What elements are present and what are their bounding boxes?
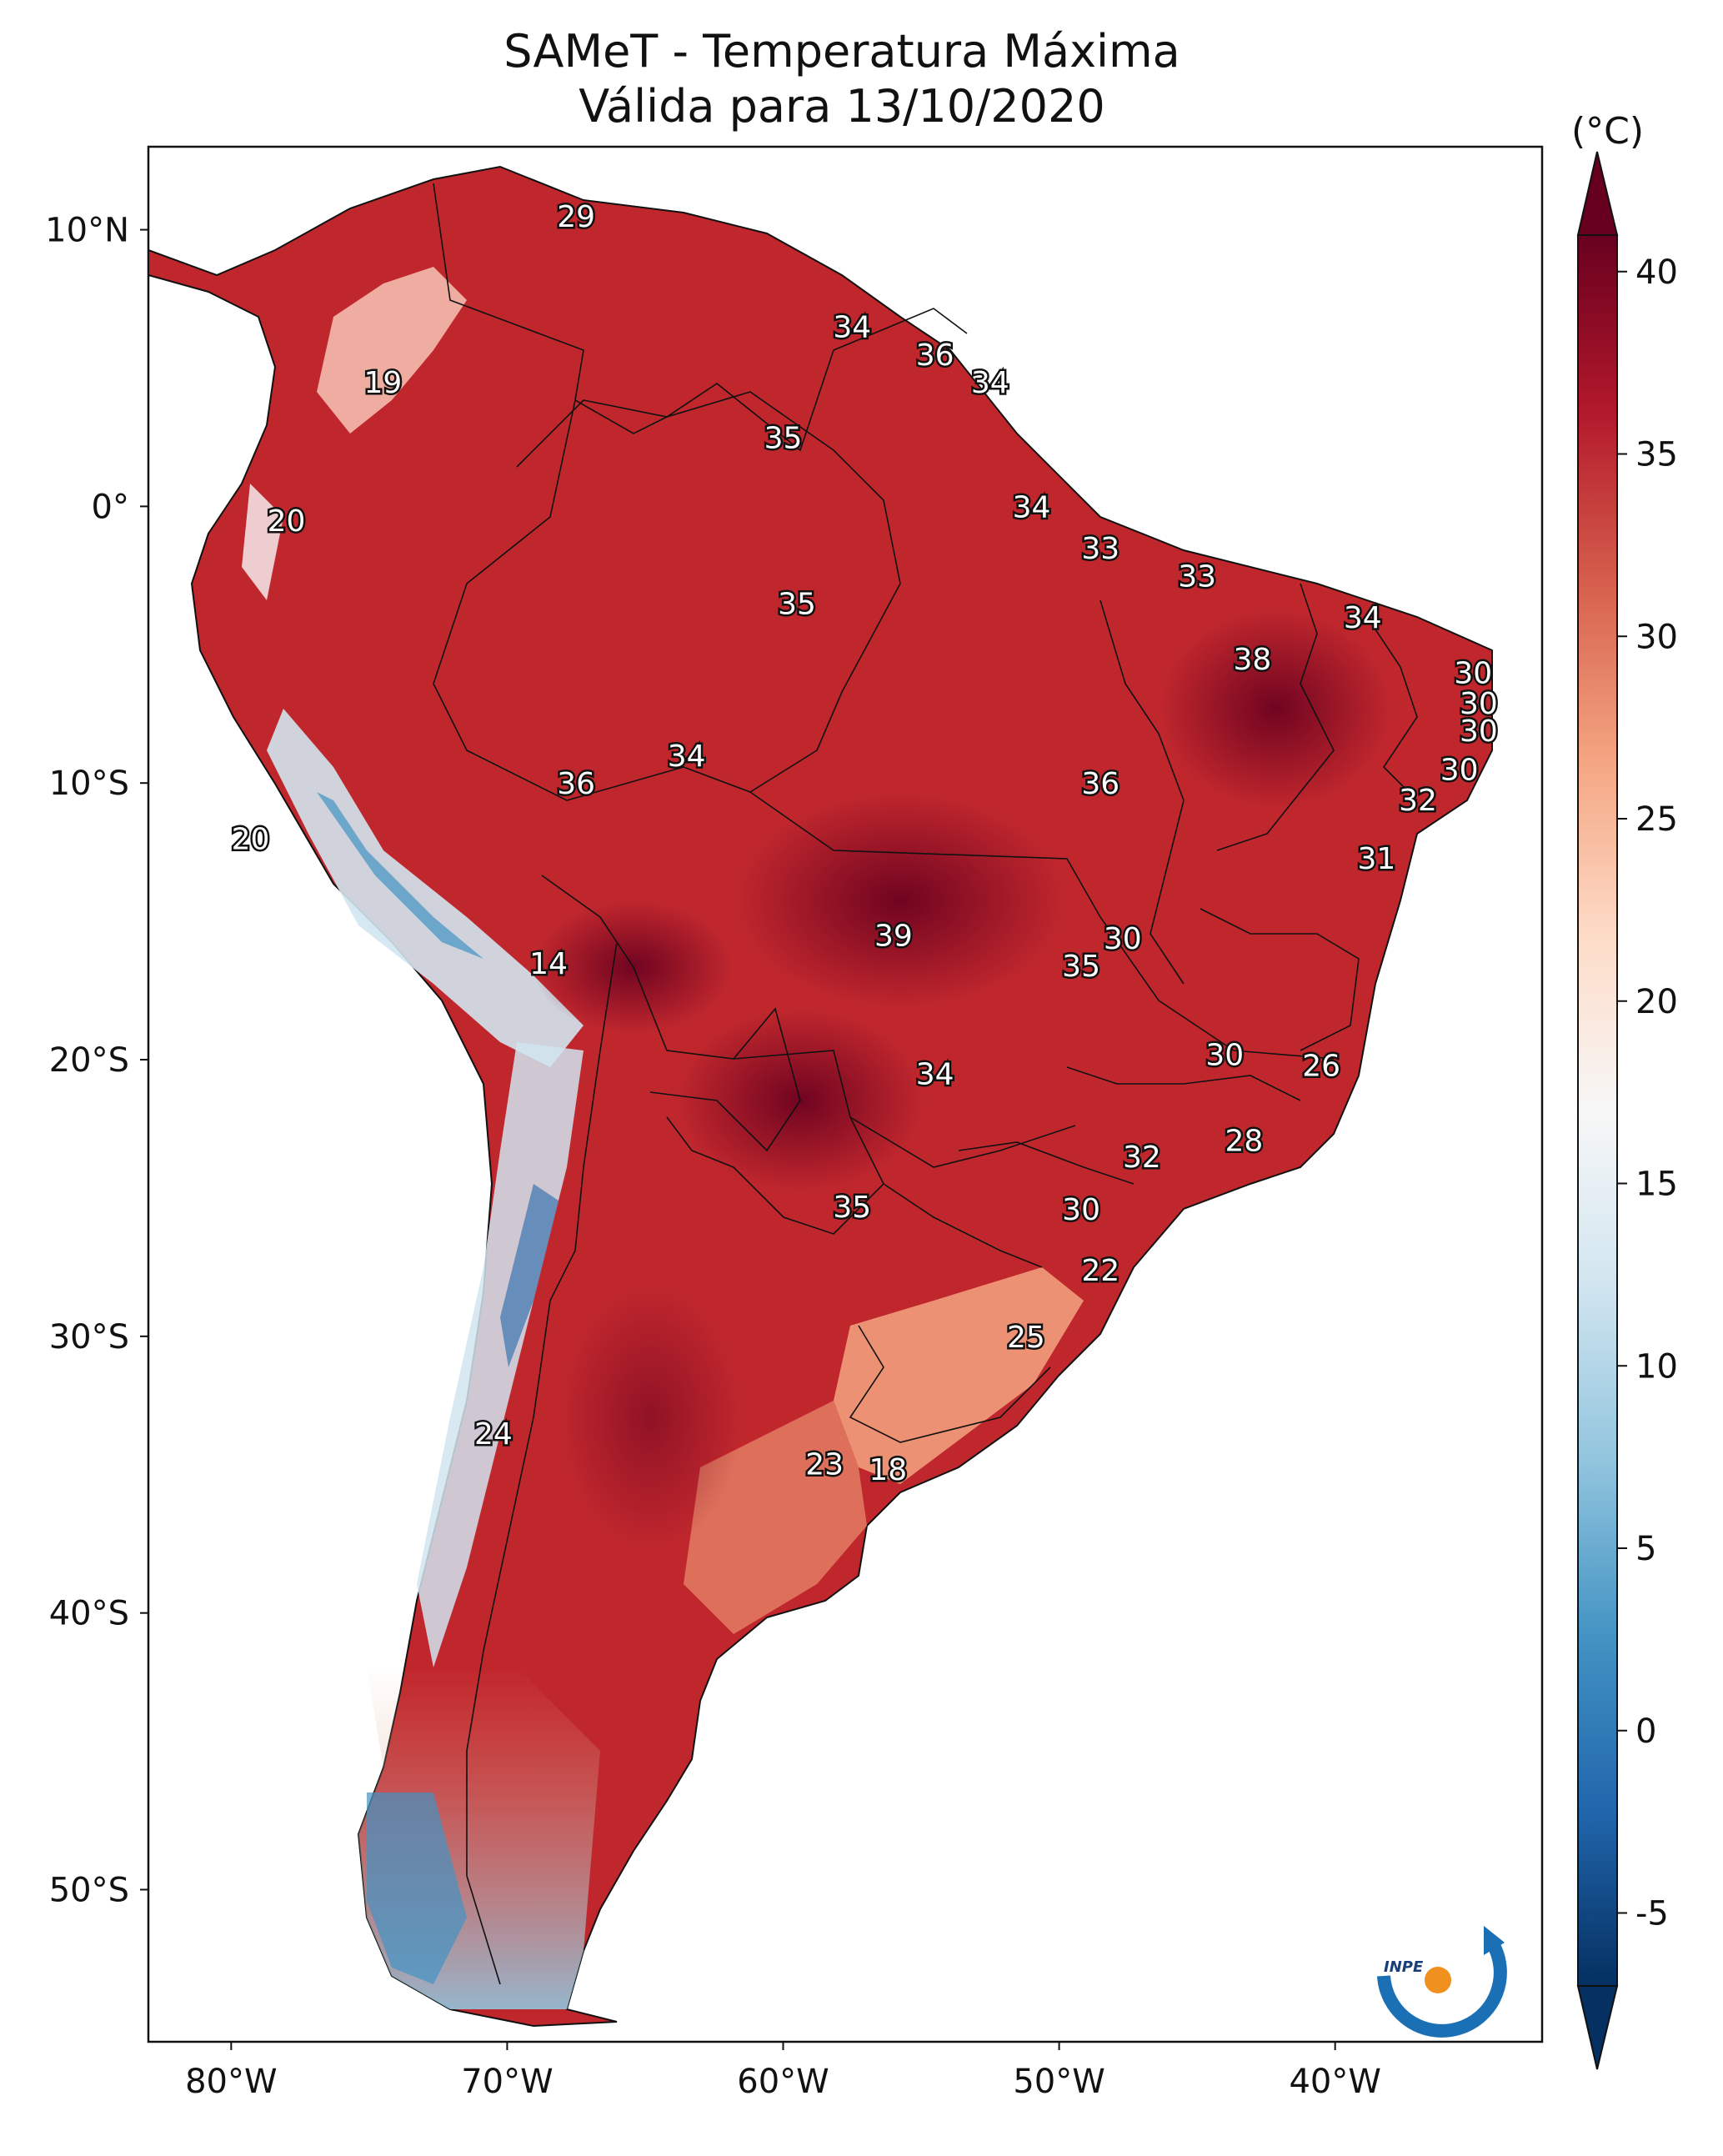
temperature-value-label: 30 <box>1205 1038 1244 1072</box>
lat-tick-label: 10°N <box>45 212 129 250</box>
temperature-value-label: 19 <box>364 366 403 400</box>
lon-tick-label: 70°W <box>461 2063 553 2101</box>
lon-tick-label: 80°W <box>185 2063 277 2101</box>
colorbar-tick-label: 10 <box>1635 1347 1678 1386</box>
svg-text:INPE: INPE <box>1384 1958 1424 1976</box>
temperature-value-label: 20 <box>268 504 306 539</box>
colorbar-tick-label: 15 <box>1635 1166 1678 1204</box>
temperature-value-label: 36 <box>1081 767 1119 801</box>
temperature-value-label: 25 <box>1007 1321 1045 1355</box>
temperature-value-label: 30 <box>1440 754 1479 788</box>
colorbar-tick-label: 40 <box>1635 253 1678 292</box>
temperature-value-label: 34 <box>1344 601 1382 635</box>
temperature-value-label: 28 <box>1225 1124 1264 1158</box>
temperature-value-label: 23 <box>805 1447 844 1482</box>
temperature-value-label: 18 <box>869 1453 907 1487</box>
lat-tick-label: 10°S <box>49 765 129 803</box>
south-america-landmass <box>148 165 1493 2028</box>
colorbar-gradient <box>1577 234 1618 1987</box>
colorbar-tick-label: -5 <box>1635 1895 1669 1933</box>
temperature-value-label: 14 <box>529 947 568 981</box>
colorbar-tick-label: 5 <box>1635 1530 1656 1568</box>
temperature-value-label: 35 <box>833 1191 871 1225</box>
lat-axis: 10°N 0° 10°S 20°S 30°S 40°S 50°S <box>45 212 148 1909</box>
temperature-value-label: 32 <box>1399 784 1437 818</box>
temperature-value-label: 35 <box>1062 950 1100 984</box>
temperature-value-label: 33 <box>1081 532 1119 566</box>
colorbar-tick-label: 35 <box>1635 436 1678 474</box>
colorbar-tick-label: 25 <box>1635 800 1678 839</box>
temperature-value-label: 34 <box>916 1058 954 1092</box>
temperature-value-label: 30 <box>1454 656 1492 690</box>
temperature-value-label: 39 <box>874 920 913 954</box>
temperature-value-label: 24 <box>474 1417 513 1452</box>
temperature-value-label: 36 <box>916 338 954 373</box>
chart-subtitle: Válida para 13/10/2020 <box>579 80 1105 133</box>
colorbar-unit-label: (°C) <box>1571 110 1644 153</box>
colorbar-tick-label: 0 <box>1635 1712 1656 1751</box>
lat-tick-label: 50°S <box>49 1871 129 1909</box>
temperature-value-label: 34 <box>971 366 1009 400</box>
colorbar-min-extend <box>1576 1985 1619 2070</box>
temperature-value-label: 36 <box>557 767 595 801</box>
temperature-value-label: 35 <box>778 588 816 622</box>
temperature-value-label: 26 <box>1302 1050 1340 1084</box>
temperature-value-label: 38 <box>1233 643 1271 677</box>
temperature-value-label: 31 <box>1357 842 1395 876</box>
temperature-value-label: 30 <box>1460 687 1498 721</box>
temperature-value-label: 35 <box>764 421 803 455</box>
inpe-logo: INPE <box>1377 1926 1507 2038</box>
temperature-value-label: 33 <box>1178 559 1216 594</box>
colorbar-tick-label: 30 <box>1635 618 1678 656</box>
temperature-value-label: 22 <box>1081 1254 1119 1288</box>
temperature-value-label: 30 <box>1460 714 1498 749</box>
country-borders <box>433 183 1418 1985</box>
temperature-value-label: 30 <box>1062 1193 1100 1227</box>
lat-tick-label: 30°S <box>49 1318 129 1356</box>
lon-axis: 80°W 70°W 60°W 50°W 40°W <box>185 2042 1381 2101</box>
temperature-value-label: 30 <box>1104 922 1142 956</box>
colorbar-max-extend <box>1576 151 1619 236</box>
lon-tick-label: 40°W <box>1289 2063 1380 2101</box>
temperature-value-label: 34 <box>1013 490 1051 524</box>
lon-tick-label: 60°W <box>737 2063 829 2101</box>
lat-tick-label: 40°S <box>49 1595 129 1633</box>
temperature-value-label: 20 <box>232 823 270 857</box>
lat-tick-label: 20°S <box>49 1041 129 1080</box>
colorbar-tick-label: 20 <box>1635 983 1678 1021</box>
temperature-value-label: 32 <box>1123 1141 1161 1175</box>
temperature-value-label: 34 <box>668 740 706 774</box>
lon-tick-label: 50°W <box>1013 2063 1104 2101</box>
chart-title: SAMeT - Temperatura Máxima <box>503 25 1180 78</box>
lat-tick-label: 0° <box>92 488 129 526</box>
temperature-value-label: 29 <box>557 200 595 234</box>
temperature-value-label: 34 <box>833 311 871 345</box>
colorbar: (°C) 40 35 30 25 20 15 10 5 0 -5 <box>1571 110 1678 2070</box>
